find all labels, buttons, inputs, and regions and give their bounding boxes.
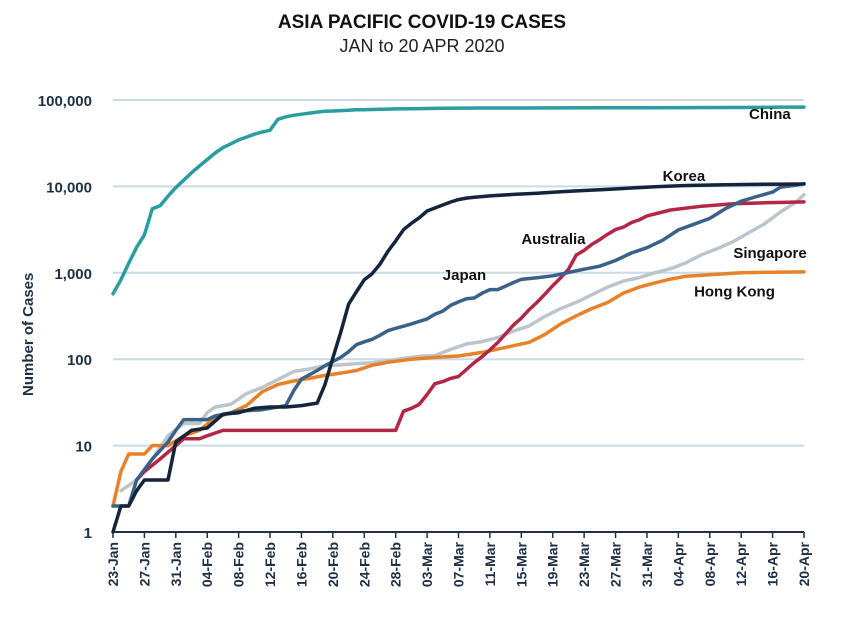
series-label-australia: Australia — [521, 231, 586, 248]
series-label-china: China — [749, 106, 791, 123]
x-tick-label: 27-Jan — [136, 542, 152, 586]
series-line-australia — [134, 200, 806, 482]
x-tick-labels: 23-Jan 27-Jan 31-Jan 04-Feb 08-Feb 12-Feb 16-F… — [105, 532, 812, 587]
series-label-korea: Korea — [663, 168, 706, 185]
series-label-singapore: Singapore — [733, 245, 806, 262]
y-tick-label: 100,000 — [38, 93, 92, 110]
x-tick-label: 12-Apr — [733, 541, 749, 586]
series-line-hong-kong — [111, 270, 806, 508]
series-label-hong-kong: Hong Kong — [694, 284, 775, 301]
x-tick-label: 16-Apr — [765, 541, 781, 586]
series-line-japan — [111, 181, 806, 508]
y-tick-label: 1,000 — [54, 266, 92, 283]
x-tick-label: 31-Jan — [168, 542, 184, 586]
series-lines — [111, 105, 806, 534]
x-tick-label: 23-Jan — [105, 542, 121, 586]
series-line-singapore — [119, 192, 806, 493]
x-tick-label: 04-Apr — [670, 541, 686, 586]
series-line-china — [111, 105, 806, 296]
grid-lines — [113, 99, 804, 533]
y-tick-label: 1 — [84, 525, 92, 542]
series-line-korea — [111, 182, 806, 534]
x-tick-label: 28-Feb — [388, 542, 404, 587]
series-labels: China Korea Australia Japan Singapore Hong Ko… — [443, 106, 807, 300]
x-tick-label: 31-Mar — [639, 541, 655, 587]
y-tick-labels: 1 10 100 1,000 10,000 100,000 — [38, 93, 92, 542]
series-label-japan: Japan — [443, 267, 486, 284]
x-tick-label: 27-Mar — [608, 541, 624, 587]
y-tick-label: 100 — [67, 352, 92, 369]
x-tick-label: 23-Mar — [576, 541, 592, 587]
x-tick-label: 24-Feb — [356, 542, 372, 587]
x-tick-label: 04-Feb — [199, 542, 215, 587]
y-tick-label: 10,000 — [46, 179, 92, 196]
chart-subtitle: JAN to 20 APR 2020 — [339, 36, 505, 56]
y-tick-label: 10 — [75, 439, 92, 456]
x-tick-label: 03-Mar — [419, 541, 435, 587]
x-tick-label: 08-Feb — [231, 542, 247, 587]
x-tick-label: 16-Feb — [293, 542, 309, 587]
x-tick-label: 20-Feb — [325, 542, 341, 587]
x-tick-label: 12-Feb — [262, 542, 278, 587]
x-tick-label: 08-Apr — [702, 541, 718, 586]
x-tick-label: 07-Mar — [451, 541, 467, 587]
x-tick-label: 19-Mar — [545, 541, 561, 587]
x-tick-label: 15-Mar — [513, 541, 529, 587]
chart-title: ASIA PACIFIC COVID-19 CASES — [277, 12, 567, 33]
x-tick-label: 11-Mar — [482, 541, 498, 586]
x-tick-label: 20-Apr — [796, 541, 812, 586]
